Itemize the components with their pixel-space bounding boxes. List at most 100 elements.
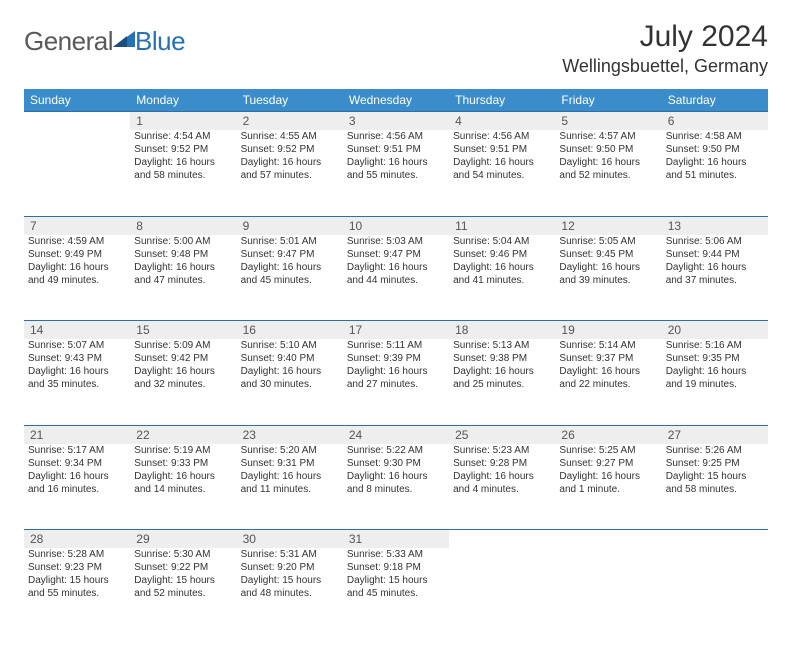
day-day1: Daylight: 16 hours [28,365,126,378]
day-sunset: Sunset: 9:18 PM [347,561,445,574]
day-number: 10 [343,216,449,235]
day-number: 18 [449,321,555,340]
day-cell: Sunrise: 5:16 AMSunset: 9:35 PMDaylight:… [662,339,768,425]
day-sunset: Sunset: 9:23 PM [28,561,126,574]
dow-header: Thursday [449,89,555,112]
day-cell-empty [449,548,555,634]
day-number: 9 [237,216,343,235]
day-of-week-row: SundayMondayTuesdayWednesdayThursdayFrid… [24,89,768,112]
day-sunset: Sunset: 9:47 PM [241,248,339,261]
day-cell: Sunrise: 5:13 AMSunset: 9:38 PMDaylight:… [449,339,555,425]
day-sunrise: Sunrise: 5:10 AM [241,339,339,352]
day-number: 5 [555,112,661,131]
day-day2: and 51 minutes. [666,169,764,182]
dow-header: Sunday [24,89,130,112]
day-cell: Sunrise: 4:59 AMSunset: 9:49 PMDaylight:… [24,235,130,321]
day-cell-empty [555,548,661,634]
day-sunset: Sunset: 9:25 PM [666,457,764,470]
day-day2: and 39 minutes. [559,274,657,287]
brand-logo: General Blue [24,26,185,57]
day-day2: and 47 minutes. [134,274,232,287]
day-number-row: 123456 [24,112,768,131]
day-number: 11 [449,216,555,235]
day-sunset: Sunset: 9:43 PM [28,352,126,365]
day-day1: Daylight: 16 hours [666,261,764,274]
day-day1: Daylight: 16 hours [347,261,445,274]
day-sunset: Sunset: 9:51 PM [453,143,551,156]
day-day2: and 58 minutes. [666,483,764,496]
day-detail-row: Sunrise: 5:28 AMSunset: 9:23 PMDaylight:… [24,548,768,634]
day-day2: and 11 minutes. [241,483,339,496]
day-number: 25 [449,425,555,444]
day-sunset: Sunset: 9:42 PM [134,352,232,365]
brand-part1: General [24,26,113,57]
day-day2: and 16 minutes. [28,483,126,496]
day-number: 4 [449,112,555,131]
day-sunrise: Sunrise: 5:19 AM [134,444,232,457]
day-day2: and 52 minutes. [134,587,232,600]
day-cell: Sunrise: 4:56 AMSunset: 9:51 PMDaylight:… [343,130,449,216]
day-cell: Sunrise: 4:57 AMSunset: 9:50 PMDaylight:… [555,130,661,216]
day-sunrise: Sunrise: 5:33 AM [347,548,445,561]
day-sunrise: Sunrise: 5:26 AM [666,444,764,457]
day-day2: and 19 minutes. [666,378,764,391]
day-day2: and 45 minutes. [241,274,339,287]
day-sunset: Sunset: 9:40 PM [241,352,339,365]
day-day1: Daylight: 16 hours [559,470,657,483]
day-sunset: Sunset: 9:31 PM [241,457,339,470]
day-number: 7 [24,216,130,235]
day-cell: Sunrise: 5:33 AMSunset: 9:18 PMDaylight:… [343,548,449,634]
day-sunrise: Sunrise: 5:17 AM [28,444,126,457]
day-sunset: Sunset: 9:48 PM [134,248,232,261]
day-number-row: 14151617181920 [24,321,768,340]
day-day2: and 48 minutes. [241,587,339,600]
day-number: 24 [343,425,449,444]
day-day1: Daylight: 15 hours [241,574,339,587]
day-number: 31 [343,530,449,549]
day-cell: Sunrise: 5:14 AMSunset: 9:37 PMDaylight:… [555,339,661,425]
day-day1: Daylight: 16 hours [347,365,445,378]
day-cell: Sunrise: 5:09 AMSunset: 9:42 PMDaylight:… [130,339,236,425]
brand-part2: Blue [135,26,185,57]
calendar-page: General Blue July 2024 Wellingsbuettel, … [0,0,792,654]
day-sunrise: Sunrise: 5:04 AM [453,235,551,248]
day-number: 17 [343,321,449,340]
day-sunset: Sunset: 9:50 PM [559,143,657,156]
day-cell: Sunrise: 5:26 AMSunset: 9:25 PMDaylight:… [662,444,768,530]
day-day2: and 22 minutes. [559,378,657,391]
day-number: 22 [130,425,236,444]
day-sunset: Sunset: 9:46 PM [453,248,551,261]
day-cell: Sunrise: 5:07 AMSunset: 9:43 PMDaylight:… [24,339,130,425]
day-day1: Daylight: 16 hours [241,365,339,378]
day-sunrise: Sunrise: 5:20 AM [241,444,339,457]
day-sunrise: Sunrise: 5:11 AM [347,339,445,352]
day-sunset: Sunset: 9:44 PM [666,248,764,261]
day-sunset: Sunset: 9:51 PM [347,143,445,156]
day-number: 23 [237,425,343,444]
day-day2: and 27 minutes. [347,378,445,391]
day-cell: Sunrise: 4:54 AMSunset: 9:52 PMDaylight:… [130,130,236,216]
day-number: 3 [343,112,449,131]
day-day2: and 35 minutes. [28,378,126,391]
day-day1: Daylight: 15 hours [134,574,232,587]
day-day1: Daylight: 15 hours [347,574,445,587]
page-header: General Blue July 2024 Wellingsbuettel, … [24,20,768,77]
day-sunset: Sunset: 9:52 PM [241,143,339,156]
day-number: 26 [555,425,661,444]
day-number: 20 [662,321,768,340]
brand-triangle-icon [113,29,135,54]
day-detail-row: Sunrise: 5:07 AMSunset: 9:43 PMDaylight:… [24,339,768,425]
day-cell: Sunrise: 5:11 AMSunset: 9:39 PMDaylight:… [343,339,449,425]
day-sunrise: Sunrise: 5:13 AM [453,339,551,352]
day-sunrise: Sunrise: 5:16 AM [666,339,764,352]
day-day2: and 41 minutes. [453,274,551,287]
day-detail-row: Sunrise: 4:59 AMSunset: 9:49 PMDaylight:… [24,235,768,321]
day-cell: Sunrise: 5:31 AMSunset: 9:20 PMDaylight:… [237,548,343,634]
day-number-empty [24,112,130,131]
day-cell: Sunrise: 4:56 AMSunset: 9:51 PMDaylight:… [449,130,555,216]
day-day1: Daylight: 16 hours [134,156,232,169]
day-number: 19 [555,321,661,340]
day-detail-row: Sunrise: 5:17 AMSunset: 9:34 PMDaylight:… [24,444,768,530]
day-day2: and 55 minutes. [347,169,445,182]
day-day2: and 30 minutes. [241,378,339,391]
